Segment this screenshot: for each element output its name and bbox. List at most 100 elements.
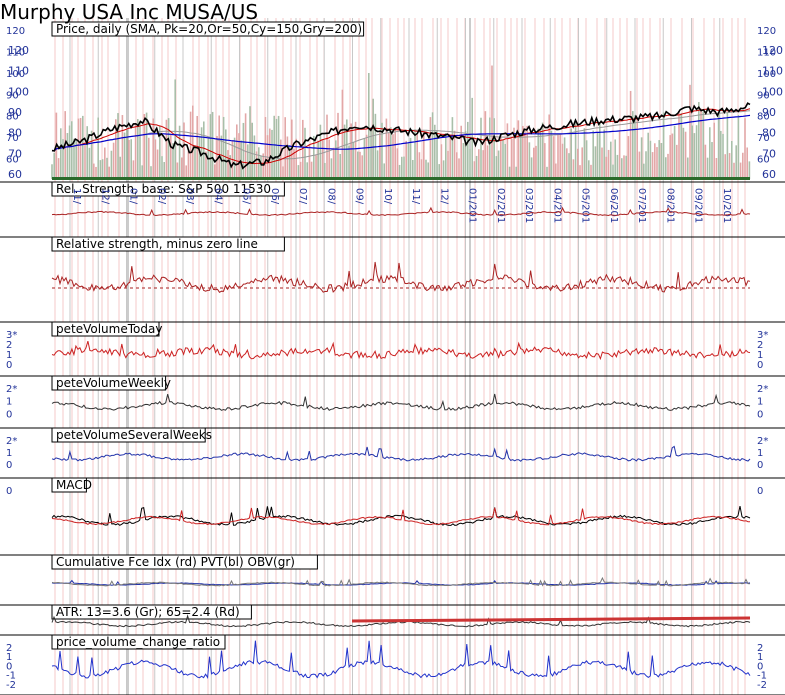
month-label: 03/201 <box>523 188 534 223</box>
panel-label-box <box>51 181 285 197</box>
tick-label-left: 60 <box>6 155 19 166</box>
month-label: 05/ <box>241 188 252 205</box>
tick-label-left: -2 <box>6 680 16 691</box>
tick-label-right: 70 <box>757 133 770 144</box>
tick-label-left: 90 <box>6 90 19 101</box>
month-label: 08/201 <box>664 188 675 223</box>
panel-label-box <box>51 554 318 570</box>
tick-label-left: 1 <box>6 350 12 361</box>
month-label: 04/ <box>212 188 223 205</box>
y-tick-label-right: 110 <box>762 65 783 78</box>
tick-label-left: 0 <box>6 360 12 371</box>
panel-label-box <box>51 375 167 391</box>
y-tick-label-right: 120 <box>762 44 783 57</box>
month-label: 06/ <box>269 188 280 205</box>
panel-label-box <box>51 634 226 650</box>
tick-label-right: 0 <box>757 360 763 371</box>
y-tick-label-right: 90 <box>762 106 776 119</box>
tick-label-right: 1 <box>757 652 763 663</box>
y-tick-label-left: 60 <box>8 168 22 181</box>
volWeekly-line <box>51 393 751 411</box>
month-label: 05/201 <box>580 188 591 223</box>
tick-label-right: 120 <box>757 26 776 37</box>
tick-label-left: 0 <box>6 661 12 672</box>
month-label: 11/ <box>71 188 82 205</box>
y-tick-label-right: 80 <box>762 127 776 140</box>
month-label: 02/ <box>156 188 167 205</box>
pvcr-line <box>51 640 751 680</box>
tick-label-right: 2 <box>757 340 763 351</box>
y-tick-label-right: 70 <box>762 147 776 160</box>
macd-line <box>51 505 751 526</box>
panel-label: Cumulative Fce Idx (rd) PVT(bl) OBV(gr) <box>56 555 295 569</box>
tick-label-left: 2* <box>6 384 17 395</box>
tick-label-right: 2* <box>757 436 768 447</box>
tick-label-right: 0 <box>757 661 763 672</box>
tick-label-left: 3* <box>6 330 17 341</box>
panel-label: peteVolumeToday <box>56 322 162 336</box>
tick-label-right: 1 <box>757 350 763 361</box>
sma20-line <box>51 108 751 165</box>
month-label: 10/ <box>382 188 393 205</box>
month-label: 04/201 <box>551 188 562 223</box>
tick-label-right: 0 <box>757 460 763 471</box>
tick-label-right: 0 <box>757 409 763 420</box>
atr-line <box>51 614 751 628</box>
sma50-line <box>51 114 751 152</box>
tick-label-left: 110 <box>6 47 25 58</box>
tick-label-left: 0 <box>6 460 12 471</box>
month-label: 07/201 <box>636 188 647 223</box>
tick-label-left: -1 <box>6 671 16 682</box>
y-tick-label-left: 90 <box>8 106 22 119</box>
tick-label-right: 2* <box>757 384 768 395</box>
tick-label-left: 120 <box>6 26 25 37</box>
panel-label: peteVolumeSeveralWeeks <box>56 428 212 442</box>
month-label: 08/ <box>325 188 336 205</box>
y-tick-label-right: 60 <box>762 168 776 181</box>
panel-label-box <box>51 477 87 493</box>
price-line <box>51 102 751 170</box>
tick-label-right: -2 <box>757 680 767 691</box>
y-tick-label-left: 70 <box>8 147 22 160</box>
tick-label-right: 0 <box>757 486 763 497</box>
tick-label-left: 0 <box>6 409 12 420</box>
month-label: 10/201 <box>721 188 732 223</box>
month-label: 09/201 <box>693 188 704 223</box>
month-label: 07/ <box>297 188 308 205</box>
tick-label-right: 110 <box>757 47 776 58</box>
panel-label: MACD <box>56 478 92 492</box>
panel-label: peteVolumeWeekly <box>56 376 171 390</box>
tick-label-right: 1 <box>757 448 763 459</box>
y-tick-label-right: 100 <box>762 85 783 98</box>
tick-label-right: 3* <box>757 330 768 341</box>
panel-label: Relative strength, minus zero line <box>56 237 258 251</box>
panel-label-box <box>51 21 365 37</box>
y-tick-label-left: 110 <box>8 65 29 78</box>
macd-line <box>51 507 751 526</box>
month-label: 11/ <box>410 188 421 205</box>
volume-baseline <box>52 177 750 180</box>
tick-label-right: 90 <box>757 90 770 101</box>
panel-label-box <box>51 427 206 443</box>
panel-label-box <box>51 604 252 620</box>
tick-label-left: 2 <box>6 340 12 351</box>
tick-label-left: 1 <box>6 397 12 408</box>
tick-label-left: 1 <box>6 652 12 663</box>
month-label: 03/ <box>184 188 195 205</box>
tick-label-left: 0 <box>6 486 12 497</box>
panel-label: ATR: 13=3.6 (Gr); 65=2.4 (Rd) <box>56 605 240 619</box>
volToday-line <box>51 340 751 361</box>
relzero-line <box>51 261 751 293</box>
tick-label-left: 2 <box>6 643 12 654</box>
month-label: 01/ <box>128 188 139 205</box>
month-label: 01/201 <box>467 188 478 223</box>
tick-label-right: 60 <box>757 155 770 166</box>
month-label: 02/201 <box>495 188 506 223</box>
month-label: 09/ <box>354 188 365 205</box>
y-tick-label-left: 120 <box>8 44 29 57</box>
tick-label-right: 2 <box>757 643 763 654</box>
month-label: 12/ <box>99 188 110 205</box>
volSeveral-line <box>51 445 751 462</box>
panel-label-box <box>51 321 160 337</box>
